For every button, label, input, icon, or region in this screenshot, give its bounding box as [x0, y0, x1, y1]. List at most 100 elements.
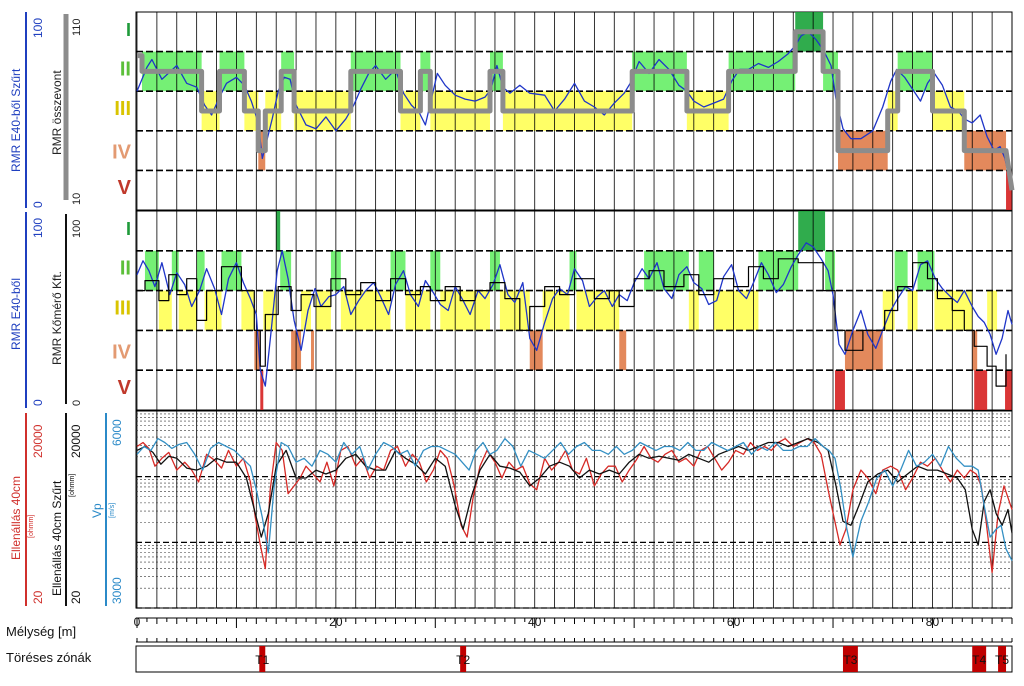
panel3-mid-axis-label: Ellenállás 40cm Szűrt: [50, 480, 64, 596]
rmr-class-band: [917, 250, 935, 291]
fracture-zone-label: T3: [843, 653, 857, 667]
rmr-class-band: [311, 330, 314, 371]
panel1-inner-axis-bottom: 10: [71, 193, 83, 205]
panel3-mid-axis-bottom: 20: [69, 590, 83, 604]
rmr-class-band: [241, 290, 255, 331]
fracture-zone-bar: [842, 646, 858, 672]
rmr-class-band: [798, 211, 826, 251]
fracture-zone-label: T2: [456, 653, 470, 667]
panel3-outer-axis-top: 20000: [31, 424, 45, 458]
rmr-class-band: [1005, 370, 1012, 410]
series-line: [136, 437, 1013, 561]
rmr-class-band: [276, 211, 281, 251]
panel2-outer-axis-label: RMR E40-ből: [9, 278, 23, 350]
rmr-class-band: [542, 290, 570, 331]
rmr-class-label: III: [114, 298, 131, 320]
rmr-class-band: [894, 250, 908, 291]
series-line: [136, 31, 1011, 183]
series-line: [137, 29, 1015, 191]
panel3-vp-axis-top: 6000: [110, 419, 124, 446]
rmr-class-label: V: [118, 377, 132, 399]
panel-3: [135, 410, 1013, 609]
rmr-class-band: [280, 250, 292, 291]
panel1-outer-axis-bottom: 0: [31, 201, 45, 208]
rmr-class-band: [196, 250, 205, 291]
rmr-class-label: IV: [112, 142, 132, 164]
rmr-class-band: [405, 290, 431, 331]
panel-frame: [135, 410, 1013, 609]
rmr-class-band: [569, 250, 577, 291]
panel1-outer-axis-label: RMR E40-ből Szűrt: [9, 68, 23, 172]
rmr-class-band: [171, 250, 179, 291]
series-line: [136, 437, 1013, 574]
fracture-zone-bar: [259, 646, 266, 672]
fracture-zone-strip: [135, 645, 1013, 673]
rmr-class-band: [825, 250, 836, 291]
fracture-zone-label: T4: [972, 653, 986, 667]
rmr-class-band: [835, 370, 845, 410]
rmr-class-label: II: [120, 258, 131, 280]
panel3-mid-axis-unit: [ohmm]: [69, 474, 76, 497]
rmr-class-band: [974, 370, 988, 410]
rmr-class-band: [301, 290, 312, 331]
fracture-zone-label: T1: [255, 653, 269, 667]
panel3-outer-axis-unit: [ohmm]: [28, 515, 35, 538]
fracture-zone-bar: [998, 646, 1007, 672]
rmr-class-band: [260, 370, 264, 410]
rmr-class-band: [713, 290, 759, 331]
rmr-class-band: [1006, 170, 1012, 210]
rmr-class-label: V: [118, 177, 132, 199]
panel1-inner-axis-top: 110: [71, 18, 83, 36]
rmr-class-band: [698, 250, 714, 291]
panel3-vp-axis-label: Vp: [90, 503, 104, 518]
rmr-class-band: [263, 290, 277, 331]
panel3-vp-axis-unit: [m/s]: [109, 503, 116, 518]
panel-frame: [135, 210, 1013, 411]
panel2-inner-axis-bottom: 0: [71, 400, 83, 406]
panel2-inner-axis-top: 100: [71, 220, 83, 238]
rmr-class-label: II: [120, 58, 131, 80]
depth-tick-label: 80: [926, 615, 940, 629]
depth-tick-label: 60: [727, 615, 741, 629]
series-line: [136, 242, 1013, 387]
panel3-outer-axis-label: Ellenállás 40cm: [9, 476, 23, 560]
series-line: [137, 258, 1007, 387]
panel3-vp-axis-bottom: 3000: [110, 577, 124, 604]
rmr-class-band: [221, 250, 242, 291]
series-line: [136, 437, 1013, 546]
rmr-class-band: [340, 290, 391, 331]
rmr-class-label: IV: [112, 341, 132, 363]
axes-layer: 100 0 RMR E40-ből Szűrt 110 10 RMR össze…: [9, 12, 124, 606]
fracture-zone-bar: [972, 646, 987, 672]
fracture-zones-label: Töréses zónák: [6, 650, 92, 665]
depth-tick-label: 40: [528, 615, 542, 629]
panel1-inner-axis-label: RMR összevont: [50, 70, 64, 155]
depth-tick-label: 0: [134, 615, 141, 629]
depth-axis-layer: Mélység [m] Töréses zónák 0 20 40 60 80 T1 T2 T…: [6, 615, 1013, 673]
rmr-class-band: [158, 290, 172, 331]
rmr-class-band: [254, 330, 261, 371]
panel2-outer-axis-top: 100: [31, 218, 45, 238]
panel1-outer-axis-top: 100: [31, 18, 45, 38]
rmr-class-band: [390, 250, 406, 291]
rmr-class-label: I: [126, 20, 131, 40]
rmr-class-band: [619, 330, 627, 371]
panel3-mid-axis-top: 20000: [69, 424, 83, 458]
rmr-class-label: I: [126, 219, 131, 239]
panel2-outer-axis-bottom: 0: [31, 399, 45, 406]
rmr-class-band: [576, 290, 620, 331]
fracture-zone-bar: [460, 646, 467, 672]
depth-axis-label: Mélység [m]: [6, 624, 76, 639]
depth-tick-label: 20: [329, 615, 343, 629]
panel2-inner-axis-label: RMR Kőmérő Kft.: [50, 271, 64, 365]
rmr-class-band: [178, 290, 197, 331]
rmr-class-band: [315, 290, 331, 331]
fracture-zone-label: T5: [995, 653, 1009, 667]
rmr-class-band: [972, 330, 978, 371]
panel3-outer-axis-bottom: 20: [31, 590, 45, 604]
rmr-class-label: III: [114, 98, 131, 120]
